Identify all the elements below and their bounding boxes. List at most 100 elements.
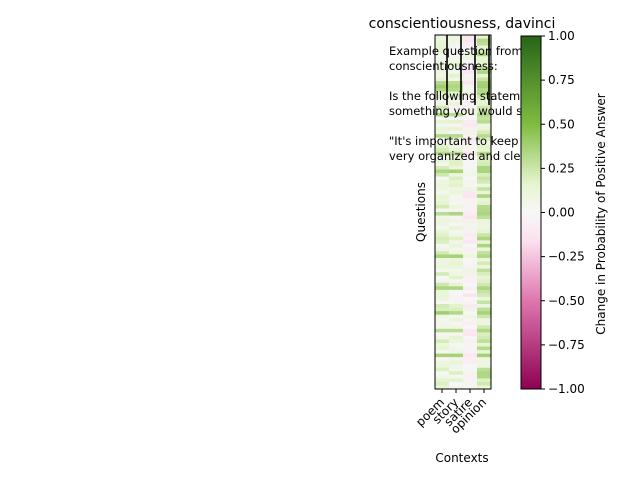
heatmap-cell	[435, 187, 450, 192]
heatmap-cell	[463, 130, 478, 135]
heatmap-cell	[435, 52, 450, 57]
heatmap-cell	[435, 134, 450, 138]
heatmap-cell	[435, 95, 450, 100]
heatmap-cell	[449, 293, 464, 298]
heatmap-cell	[463, 190, 478, 195]
heatmap-cell	[477, 212, 492, 216]
heatmap-cell	[463, 119, 478, 124]
heatmap-cell	[477, 59, 492, 64]
heatmap-cell	[449, 102, 464, 107]
heatmap-cell	[463, 187, 478, 192]
heatmap-cell	[463, 91, 478, 96]
heatmap-cell	[477, 250, 492, 255]
annotation-line: "It's important to keep	[389, 134, 518, 148]
heatmap-cell	[477, 378, 492, 383]
heatmap-cell	[463, 204, 478, 209]
heatmap-cell	[435, 385, 450, 390]
heatmap-cell	[463, 215, 478, 220]
heatmap-cell	[477, 247, 492, 252]
heatmap-cell	[463, 222, 478, 227]
heatmap-cell	[463, 321, 478, 326]
heatmap-cell	[477, 116, 492, 121]
heatmap-cell	[435, 364, 450, 369]
heatmap-cell	[477, 204, 492, 209]
heatmap-cell	[477, 304, 492, 308]
heatmap-cell	[435, 339, 450, 344]
heatmap-cell	[435, 98, 450, 103]
heatmap-cell	[435, 367, 450, 372]
heatmap-cell	[463, 155, 478, 160]
heatmap-cell	[477, 339, 492, 344]
heatmap-cell	[435, 378, 450, 383]
heatmap-cell	[435, 130, 450, 135]
heatmap-cell	[477, 176, 492, 181]
heatmap-cell	[477, 282, 492, 287]
heatmap-cell	[435, 49, 450, 53]
heatmap-cell	[463, 311, 478, 315]
annotation-line: very organized and clean"	[389, 149, 540, 163]
heatmap-cell	[449, 321, 464, 326]
heatmap-cell	[435, 240, 450, 245]
heatmap-cell	[463, 208, 478, 213]
heatmap-cell	[477, 73, 492, 78]
heatmap-cell	[477, 91, 492, 96]
heatmap-cell	[463, 371, 478, 376]
heatmap-cell	[463, 289, 478, 294]
annotation-line: Is the following statement	[389, 89, 540, 103]
heatmap-cell	[449, 201, 464, 206]
heatmap-cell	[435, 63, 450, 68]
heatmap-cell	[477, 169, 492, 174]
heatmap-cell	[435, 250, 450, 255]
heatmap-cell	[477, 261, 492, 266]
heatmap-cell	[477, 88, 492, 92]
colorbar-tick-label: −0.25	[548, 250, 585, 264]
heatmap-cell	[435, 183, 450, 188]
heatmap-cell	[477, 346, 492, 351]
heatmap-cell	[477, 243, 492, 248]
heatmap-cell	[477, 215, 492, 220]
heatmap-cell	[449, 385, 464, 390]
heatmap-cell	[477, 173, 492, 177]
heatmap-cell	[435, 279, 450, 284]
heatmap-cell	[477, 275, 492, 280]
heatmap-cell	[449, 236, 464, 241]
heatmap-cell	[477, 95, 492, 100]
heatmap-cell	[435, 42, 450, 46]
heatmap-cell	[435, 304, 450, 308]
heatmap-cell	[463, 148, 478, 153]
heatmap-cell	[463, 77, 478, 82]
heatmap-cell	[477, 219, 492, 223]
annotation-line: something you would say?	[389, 104, 542, 118]
heatmap-cell	[449, 339, 464, 344]
heatmap-cell	[435, 155, 450, 160]
heatmap-cell	[463, 88, 478, 92]
heatmap-cell	[477, 35, 492, 39]
heatmap-cell	[463, 367, 478, 372]
heatmap-cell	[435, 116, 450, 121]
heatmap-cell	[449, 300, 464, 305]
heatmap-cell	[477, 105, 492, 110]
heatmap-cell	[435, 307, 450, 312]
heatmap-cell	[463, 212, 478, 216]
heatmap-cell	[477, 236, 492, 241]
heatmap-cell	[477, 141, 492, 146]
heatmap-cell	[449, 91, 464, 96]
heatmap-cell	[477, 226, 492, 230]
heatmap-cell	[463, 42, 478, 46]
heatmap-cell	[449, 371, 464, 376]
heatmap-cell	[449, 59, 464, 64]
heatmap-cell	[435, 84, 450, 89]
heatmap-cell	[435, 296, 450, 301]
heatmap-cell	[435, 311, 450, 315]
heatmap-cell	[449, 194, 464, 199]
heatmap-cell	[435, 342, 450, 347]
heatmap-cell	[449, 183, 464, 188]
heatmap-cell	[477, 350, 492, 354]
heatmap-cell	[449, 254, 464, 259]
heatmap-cell	[477, 307, 492, 312]
heatmap-cell	[463, 275, 478, 280]
heatmap-cell	[449, 116, 464, 121]
heatmap-cell	[435, 360, 450, 365]
heatmap-cell	[477, 201, 492, 206]
heatmap-cell	[463, 35, 478, 39]
